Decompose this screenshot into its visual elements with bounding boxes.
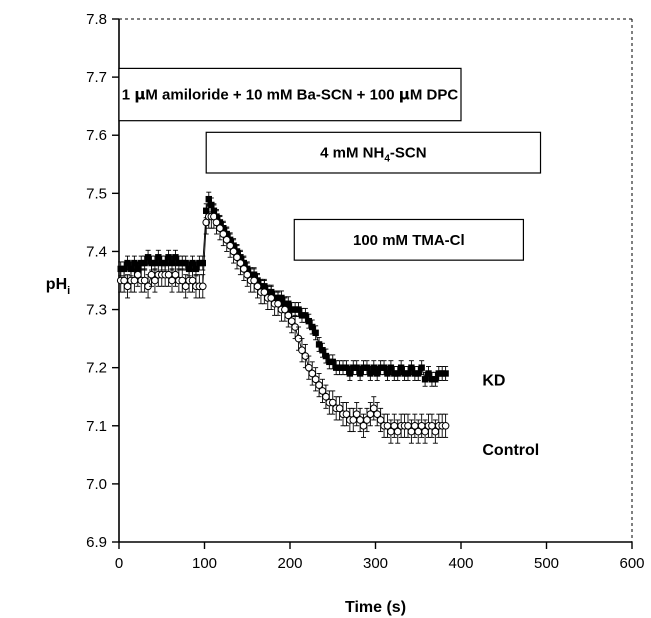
data-point-kd <box>179 259 186 267</box>
y-tick-label: 7.6 <box>86 127 107 144</box>
data-point-kd <box>155 254 162 261</box>
data-point-kd <box>411 370 419 377</box>
series-label-kd: KD <box>482 372 505 389</box>
data-point-kd <box>343 364 350 371</box>
data-point-kd <box>124 259 131 267</box>
y-tick-label: 7.3 <box>86 302 107 319</box>
data-point-kd <box>205 195 212 203</box>
data-point-kd <box>370 364 377 371</box>
data-point-kd <box>421 376 429 383</box>
data-point-kd <box>428 376 436 383</box>
data-point-kd <box>329 358 336 366</box>
series-label-control: Control <box>482 442 539 459</box>
x-tick-label: 0 <box>115 555 123 572</box>
y-tick-label: 7.2 <box>86 360 107 377</box>
treatment-label-3: 100 mM TMA-Cl <box>353 232 465 249</box>
data-point-kd <box>138 259 145 267</box>
data-point-kd <box>326 358 333 366</box>
data-point-kd <box>172 254 179 261</box>
data-point-kd <box>418 364 425 371</box>
data-point-kd <box>425 370 432 377</box>
x-tick-label: 300 <box>363 555 388 572</box>
data-point-control <box>198 282 207 291</box>
data-point-kd <box>377 364 384 371</box>
data-point-kd <box>168 259 176 267</box>
data-point-kd <box>339 364 347 371</box>
data-point-kd <box>196 259 203 267</box>
data-point-kd <box>435 370 442 377</box>
data-point-kd <box>141 259 148 267</box>
data-point-kd <box>336 364 343 371</box>
data-point-kd <box>387 364 395 371</box>
data-point-control <box>441 421 450 430</box>
data-point-kd <box>144 254 152 261</box>
data-point-kd <box>165 254 172 261</box>
y-tick-label: 7.4 <box>86 243 107 260</box>
data-point-kd <box>295 306 302 313</box>
data-point-kd <box>332 364 340 371</box>
x-tick-label: 500 <box>534 555 559 572</box>
data-point-kd <box>302 312 309 319</box>
treatment-bar-1 <box>118 67 462 122</box>
data-point-kd <box>432 376 439 383</box>
data-point-kd <box>391 370 398 377</box>
data-point-kd <box>192 265 200 273</box>
data-point-kd <box>350 364 357 371</box>
data-point-kd <box>346 370 354 377</box>
y-tick-label: 6.9 <box>86 534 107 551</box>
treatment-bar-3 <box>293 218 525 261</box>
y-tick-label: 7.8 <box>86 11 107 28</box>
x-tick-label: 400 <box>448 555 473 572</box>
data-point-kd <box>309 323 316 331</box>
treatment-bar-2 <box>205 131 542 174</box>
data-point-kd <box>367 370 374 377</box>
data-point-kd <box>315 341 323 348</box>
data-point-kd <box>401 370 408 377</box>
data-point-kd <box>384 370 391 377</box>
data-point-kd <box>397 364 405 371</box>
series-control <box>116 204 450 444</box>
y-tick-label: 7.0 <box>86 476 107 493</box>
data-point-kd <box>182 259 189 267</box>
y-axis-title: pHi <box>46 276 70 297</box>
plot-area: 0 100 200 300 400 500 600 6.9 7.0 7.1 7.2 7.3 7.4 7.5… <box>46 11 645 616</box>
data-point-kd <box>360 364 367 371</box>
data-point-kd <box>408 364 415 371</box>
x-tick-label: 200 <box>277 555 302 572</box>
y-tick-label: 7.7 <box>86 69 107 86</box>
data-point-kd <box>380 364 388 371</box>
y-tick-label: 7.1 <box>86 418 107 435</box>
data-point-kd <box>394 370 401 377</box>
data-point-kd <box>404 370 412 377</box>
x-tick-label: 100 <box>192 555 217 572</box>
data-point-kd <box>151 259 159 267</box>
x-tick-label: 600 <box>619 555 644 572</box>
data-layer <box>116 191 450 444</box>
data-point-kd <box>175 259 183 267</box>
data-point-kd <box>199 259 206 267</box>
data-point-kd <box>291 306 299 313</box>
data-point-kd <box>131 259 138 267</box>
annotations: 1 μM amiloride + 10 mM Ba-SCN + 100 μM D… <box>118 67 542 459</box>
data-point-kd <box>415 370 422 377</box>
data-point-kd <box>319 347 326 354</box>
treatment-label-1: 1 μM amiloride + 10 mM Ba-SCN + 100 μM D… <box>122 86 459 104</box>
data-point-kd <box>438 370 446 377</box>
data-point-kd <box>374 370 381 377</box>
data-point-kd <box>356 370 364 377</box>
treatment-label-2: 4 mM NH4-SCN <box>320 145 426 165</box>
x-axis-title: Time (s) <box>345 599 406 616</box>
data-point-kd <box>305 317 313 325</box>
data-point-kd <box>189 259 196 267</box>
data-point-kd <box>298 312 306 319</box>
data-point-kd <box>353 364 360 371</box>
data-point-kd <box>322 352 330 360</box>
data-point-kd <box>363 364 371 371</box>
data-point-kd <box>312 329 319 336</box>
data-point-kd <box>442 370 449 377</box>
y-tick-label: 7.5 <box>86 185 107 202</box>
